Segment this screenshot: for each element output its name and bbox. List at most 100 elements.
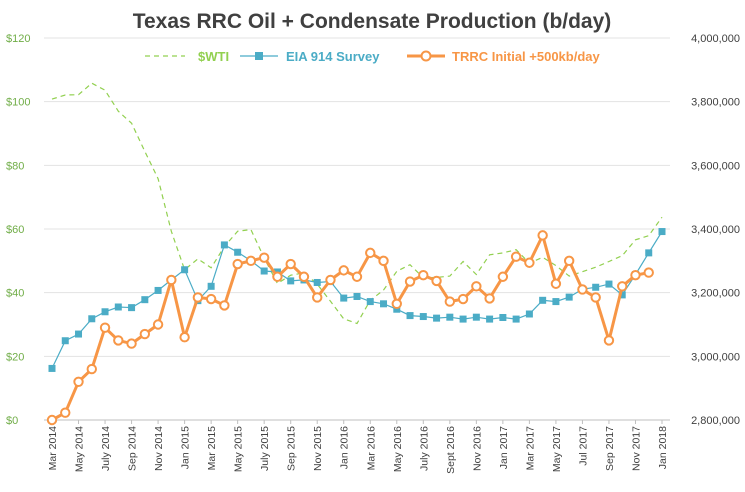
x-tick-label: Mar 2016 <box>365 426 377 471</box>
trrc-point <box>603 335 615 346</box>
eia-point <box>658 228 666 236</box>
left-tick-label: $20 <box>6 351 24 363</box>
trrc-point <box>312 292 323 303</box>
eia-point <box>181 266 189 274</box>
x-tick-label: Mar 2015 <box>206 426 218 471</box>
trrc-point <box>404 276 416 287</box>
x-tick-label: Sep 2015 <box>286 426 298 471</box>
trrc-point <box>166 274 177 286</box>
x-tick-label: Jul 2017 <box>577 426 589 466</box>
right-tick-label: 3,000,000 <box>691 351 740 363</box>
left-tick-label: $80 <box>6 160 24 172</box>
trrc-point <box>73 376 84 387</box>
eia-point <box>419 313 427 321</box>
eia-point <box>512 315 520 323</box>
x-tick-label: May 2016 <box>392 426 404 472</box>
trrc-point <box>285 258 296 270</box>
trrc-point <box>232 258 243 270</box>
eia-point <box>313 278 321 286</box>
left-tick-label: $0 <box>6 415 18 427</box>
eia-point <box>645 249 653 257</box>
eia-point <box>75 330 83 338</box>
trrc-point <box>590 292 601 303</box>
x-tick-label: Nov 2014 <box>153 426 165 471</box>
right-tick-label: 4,000,000 <box>691 33 740 45</box>
eia-point <box>48 364 56 372</box>
x-tick-label: Mar 2014 <box>47 426 59 471</box>
x-tick-label: Sep 2014 <box>127 426 139 471</box>
x-tick-label: Sept 2016 <box>445 426 457 474</box>
eia-point <box>260 267 268 275</box>
eia-point <box>472 313 480 321</box>
trrc-point <box>272 271 283 282</box>
legend-wti-label: $WTI <box>198 49 229 64</box>
eia-point <box>605 280 613 288</box>
eia-point <box>128 304 136 312</box>
trrc-point <box>179 332 190 343</box>
x-tick-label: Sep 2017 <box>604 426 616 471</box>
trrc-point <box>192 292 204 303</box>
x-tick-label: Jan 2017 <box>498 426 510 469</box>
trrc-point <box>418 269 429 281</box>
x-tick-label: May 2015 <box>233 426 245 472</box>
series-wti-line <box>51 82 663 325</box>
eia-point <box>380 300 388 308</box>
eia-point <box>353 292 361 300</box>
eia-point <box>539 296 547 304</box>
trrc-point <box>471 281 482 292</box>
eia-point <box>486 315 494 323</box>
eia-point <box>459 315 467 323</box>
eia-point <box>101 308 109 316</box>
right-tick-label: 3,200,000 <box>691 288 740 300</box>
trrc-point <box>46 414 58 426</box>
trrc-point <box>139 328 151 340</box>
x-tick-label: Jan 2015 <box>180 426 192 469</box>
x-tick-label: May 2014 <box>74 426 86 472</box>
left-tick-label: $60 <box>6 224 24 236</box>
trrc-point <box>510 251 522 262</box>
trrc-point <box>152 319 164 330</box>
trrc-point <box>457 293 469 305</box>
x-tick-label: Nov 2015 <box>312 426 324 471</box>
eia-point <box>141 296 149 304</box>
eia-point <box>618 291 626 299</box>
gridlines <box>44 37 670 421</box>
trrc-point <box>577 284 588 295</box>
x-axis: Mar 2014 May 2014 July 2014 Sep 2014 Nov 201… <box>44 419 670 474</box>
eia-point <box>499 313 507 321</box>
right-tick-label: 2,800,000 <box>691 415 740 427</box>
trrc-point <box>643 267 654 278</box>
chart-title: Texas RRC Oil + Condensate Production (b… <box>133 10 612 33</box>
trrc-point <box>113 335 124 346</box>
x-tick-label: July 2015 <box>259 426 271 471</box>
x-tick-label: July 2014 <box>100 426 112 471</box>
right-tick-label: 3,800,000 <box>691 97 740 109</box>
trrc-point <box>219 300 230 311</box>
x-tick-label: May 2017 <box>551 426 563 472</box>
trrc-point <box>338 265 349 276</box>
eia-point <box>88 315 96 323</box>
eia-point <box>433 314 441 322</box>
trrc-point <box>563 255 575 267</box>
left-axis: $0 $20 $40 $60 $80 $100 $120 <box>6 33 30 427</box>
eia-point <box>220 241 228 249</box>
legend: $WTI EIA 914 Survey TRRC Initial +500kb/… <box>145 49 601 64</box>
x-tick-label: Nov 2017 <box>630 426 642 471</box>
trrc-point <box>524 257 535 268</box>
trrc-point <box>298 271 310 282</box>
left-tick-label: $100 <box>6 97 30 109</box>
trrc-point <box>99 322 111 333</box>
eia-point <box>154 286 162 294</box>
series-layer <box>46 82 666 426</box>
legend-trrc-label: TRRC Initial +500kb/day <box>452 49 601 64</box>
trrc-point <box>484 293 495 304</box>
right-tick-label: 3,400,000 <box>691 224 740 236</box>
trrc-point <box>86 363 97 375</box>
trrc-point <box>497 271 509 282</box>
trrc-point <box>351 271 363 282</box>
trrc-point <box>60 407 71 418</box>
trrc-point <box>378 255 389 267</box>
eia-point <box>525 310 533 318</box>
